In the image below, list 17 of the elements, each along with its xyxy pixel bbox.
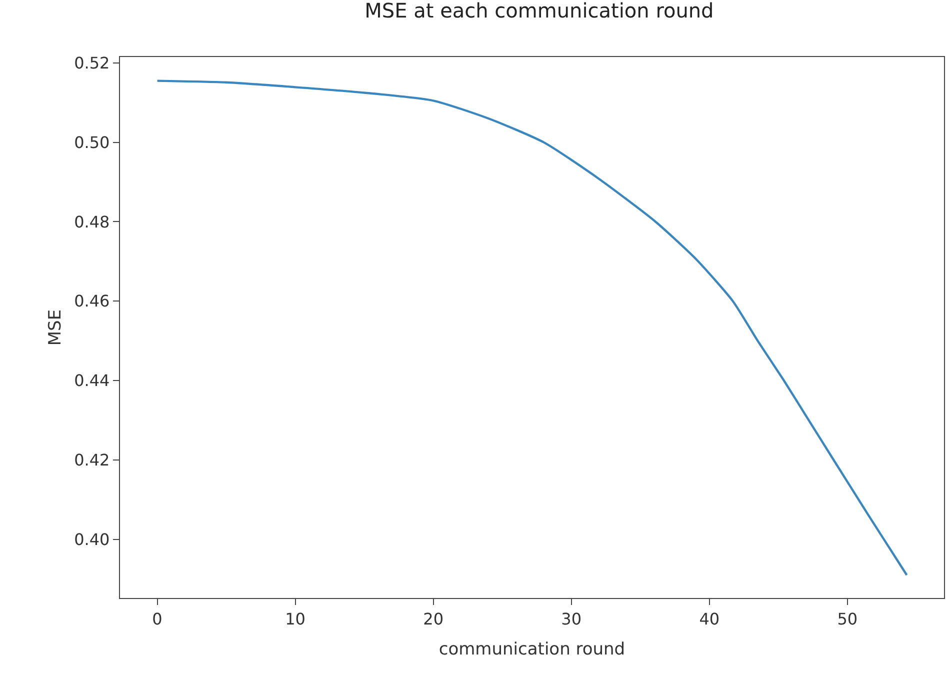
- y-tick-label: 0.50: [74, 132, 110, 152]
- y-tick-label: 0.44: [74, 371, 110, 390]
- line-series: [156, 80, 908, 576]
- y-tick-label: 0.42: [74, 450, 110, 470]
- y-tick-label: 0.40: [74, 530, 110, 549]
- x-tick-label: 0: [152, 609, 162, 628]
- y-tick-label: 0.46: [74, 292, 110, 311]
- x-tick-label: 10: [285, 609, 306, 628]
- x-tick-label: 50: [837, 609, 858, 628]
- x-tick-label: 20: [423, 609, 444, 628]
- x-tick-label: 40: [699, 609, 720, 628]
- y-axis-title: MSE: [46, 309, 66, 346]
- x-axis-title: communication round: [438, 640, 626, 660]
- y-tick-label: 0.48: [74, 212, 110, 232]
- y-tick-label: 0.52: [74, 54, 110, 73]
- chart-title: MSE at each communication round: [364, 0, 714, 22]
- x-tick-label: 30: [561, 609, 582, 628]
